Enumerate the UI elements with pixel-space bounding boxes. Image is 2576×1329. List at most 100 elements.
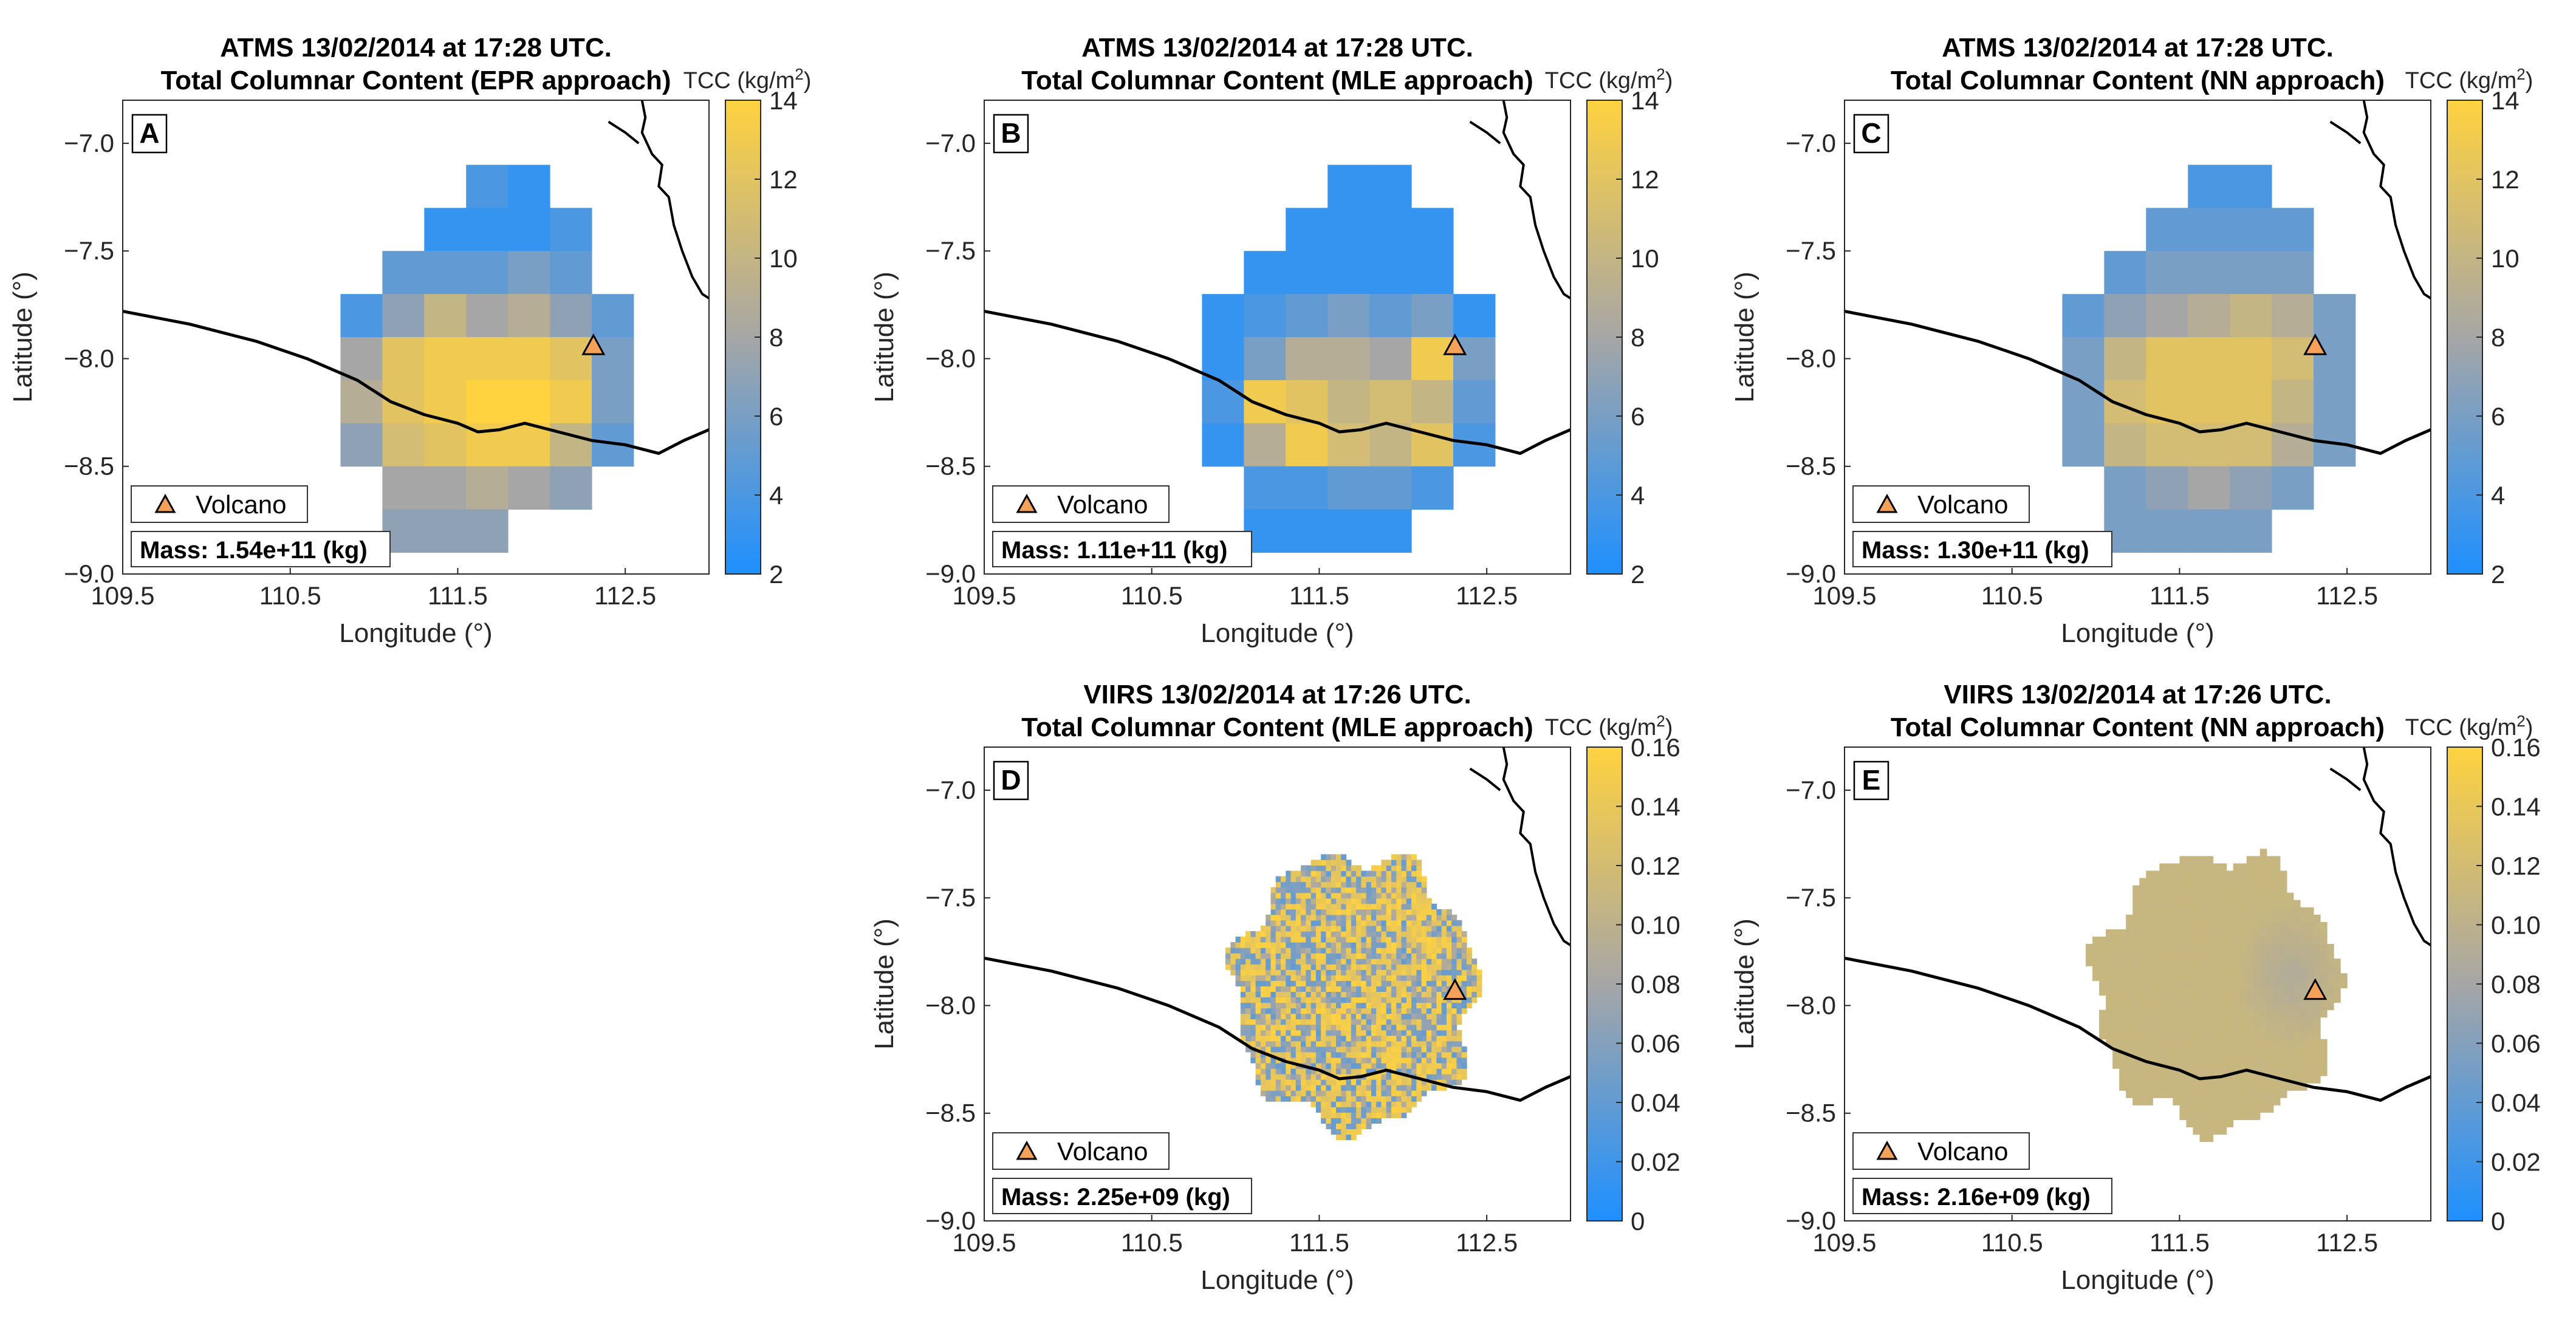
data-pixel bbox=[2188, 165, 2230, 208]
data-pixel bbox=[2213, 1076, 2221, 1084]
data-pixel bbox=[2179, 1024, 2187, 1033]
data-pixel bbox=[2239, 995, 2247, 1003]
data-pixel bbox=[1371, 969, 1377, 975]
colorbar-unit: TCC (kg/m2) bbox=[1545, 712, 1673, 740]
data-pixel bbox=[1331, 887, 1337, 893]
data-pixel bbox=[2233, 1105, 2241, 1113]
data-pixel bbox=[1371, 1068, 1377, 1074]
data-pixel bbox=[1306, 964, 1312, 970]
data-pixel bbox=[2246, 892, 2254, 901]
data-pixel bbox=[1381, 991, 1387, 998]
data-pixel bbox=[2153, 1010, 2160, 1018]
data-pixel bbox=[2280, 921, 2287, 930]
data-pixel bbox=[1411, 881, 1417, 888]
mass-box bbox=[992, 531, 1252, 567]
data-pixel bbox=[2280, 892, 2287, 901]
data-pixel bbox=[1356, 914, 1362, 921]
data-pixel bbox=[2146, 1039, 2153, 1047]
data-pixel bbox=[1446, 1046, 1452, 1053]
data-pixel bbox=[1281, 925, 1286, 932]
data-pixel bbox=[1341, 903, 1347, 910]
data-pixel bbox=[1266, 969, 1272, 975]
data-pixel bbox=[1351, 1107, 1357, 1113]
data-pixel bbox=[1376, 1051, 1382, 1058]
x-axis-label: Longitude (°) bbox=[1201, 618, 1354, 648]
data-pixel bbox=[2213, 1112, 2221, 1120]
data-pixel bbox=[1441, 997, 1447, 1003]
data-pixel bbox=[1431, 1074, 1437, 1080]
data-pixel bbox=[1446, 1035, 1452, 1042]
data-pixel bbox=[1306, 865, 1312, 872]
data-pixel bbox=[2239, 900, 2247, 908]
data-pixel bbox=[1361, 898, 1367, 904]
data-pixel bbox=[1406, 948, 1412, 954]
data-pixel bbox=[1376, 948, 1382, 954]
data-pixel bbox=[1290, 931, 1297, 937]
data-pixel bbox=[2273, 1076, 2281, 1084]
x-tick-label: 110.5 bbox=[1121, 581, 1183, 610]
data-pixel bbox=[1441, 914, 1447, 921]
data-pixel bbox=[1260, 948, 1266, 954]
data-pixel bbox=[1406, 1090, 1412, 1096]
data-pixel bbox=[1310, 1019, 1317, 1025]
data-pixel bbox=[1391, 1079, 1397, 1085]
data-pixel bbox=[2226, 914, 2234, 923]
data-pixel bbox=[2119, 1046, 2126, 1054]
data-pixel bbox=[2230, 337, 2272, 381]
data-pixel bbox=[2273, 907, 2281, 915]
data-pixel bbox=[2173, 1002, 2180, 1011]
data-pixel bbox=[1336, 1107, 1341, 1113]
data-pixel bbox=[2273, 885, 2281, 893]
data-pixel bbox=[2132, 973, 2140, 981]
data-pixel bbox=[2213, 1031, 2221, 1040]
data-pixel bbox=[2266, 1061, 2274, 1069]
data-pixel bbox=[1376, 1074, 1382, 1080]
data-pixel bbox=[2146, 929, 2153, 937]
y-tick-label: −9.0 bbox=[925, 559, 976, 588]
data-pixel bbox=[2300, 1046, 2307, 1054]
data-pixel bbox=[1396, 909, 1402, 915]
data-pixel bbox=[1436, 909, 1442, 915]
data-pixel bbox=[2186, 921, 2194, 930]
data-pixel bbox=[2153, 878, 2160, 886]
data-pixel bbox=[2186, 958, 2194, 966]
data-pixel bbox=[1366, 980, 1372, 986]
data-pixel bbox=[2306, 944, 2314, 952]
data-pixel bbox=[1436, 937, 1442, 943]
data-pixel bbox=[1401, 887, 1407, 893]
data-pixel bbox=[1391, 1051, 1397, 1058]
data-pixel bbox=[1270, 980, 1276, 986]
data-pixel bbox=[1391, 925, 1397, 932]
data-pixel bbox=[1260, 1008, 1266, 1014]
data-pixel bbox=[2334, 958, 2341, 966]
data-pixel bbox=[1281, 1013, 1286, 1020]
data-pixel bbox=[1446, 920, 1452, 926]
data-pixel bbox=[1260, 980, 1266, 986]
data-pixel bbox=[1416, 953, 1422, 959]
data-pixel bbox=[2126, 929, 2133, 937]
data-pixel bbox=[1321, 942, 1327, 948]
data-pixel bbox=[1295, 1046, 1301, 1053]
data-pixel bbox=[2327, 995, 2334, 1003]
data-pixel bbox=[2179, 1031, 2187, 1040]
data-pixel bbox=[1441, 986, 1447, 992]
data-pixel bbox=[1361, 964, 1367, 970]
data-pixel bbox=[2280, 980, 2287, 988]
data-pixel bbox=[2119, 1010, 2126, 1018]
data-pixel bbox=[1290, 892, 1297, 899]
data-pixel bbox=[2193, 1002, 2201, 1011]
data-pixel bbox=[1376, 1062, 1382, 1069]
panel-letter-box bbox=[1853, 760, 1889, 801]
data-pixel bbox=[1356, 942, 1362, 948]
data-pixel bbox=[2179, 1083, 2187, 1091]
data-pixel bbox=[1321, 1112, 1327, 1118]
colorbar-tick-label: 8 bbox=[1631, 323, 1645, 352]
data-pixel bbox=[1401, 1046, 1407, 1053]
data-pixel bbox=[1310, 953, 1317, 959]
data-pixel bbox=[550, 466, 592, 510]
data-pixel bbox=[1401, 958, 1407, 965]
data-pixel bbox=[2193, 1127, 2201, 1135]
data-pixel bbox=[1401, 1101, 1407, 1107]
panel-letter-box bbox=[131, 114, 168, 154]
data-pixel bbox=[1266, 1096, 1272, 1102]
